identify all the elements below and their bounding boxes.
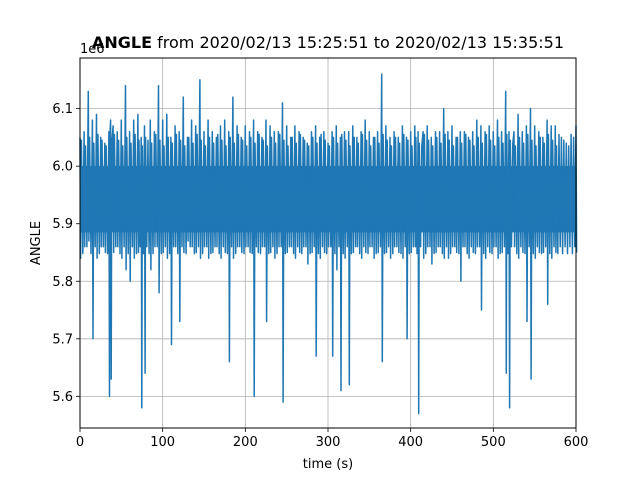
y-tick-label: 5.7 bbox=[52, 332, 73, 347]
offset-text: 1e6 bbox=[80, 42, 105, 57]
x-tick-label: 300 bbox=[316, 435, 341, 450]
chart-title-rest: from 2020/02/13 15:25:51 to 2020/02/13 1… bbox=[152, 33, 564, 52]
y-tick-label: 5.9 bbox=[52, 217, 73, 232]
chart-title: ANGLE from 2020/02/13 15:25:51 to 2020/0… bbox=[0, 33, 640, 52]
ticks: 0 100 200 300 400 500 600 5.6 5.7 5.8 5.9 6.0 6.1 bbox=[52, 102, 588, 450]
y-tick-label: 6.0 bbox=[52, 160, 73, 175]
series-group bbox=[79, 73, 578, 415]
x-tick-label: 500 bbox=[481, 435, 506, 450]
x-tick-label: 200 bbox=[233, 435, 258, 450]
x-tick-label: 400 bbox=[398, 435, 423, 450]
series-line bbox=[79, 73, 578, 415]
y-tick-label: 5.8 bbox=[52, 275, 73, 290]
y-axis-label: ANGLE bbox=[29, 221, 44, 265]
x-axis-label: time (s) bbox=[303, 457, 353, 472]
y-tick-label: 5.6 bbox=[52, 390, 73, 405]
y-tick-label: 6.1 bbox=[52, 102, 73, 117]
x-tick-label: 100 bbox=[150, 435, 175, 450]
x-tick-label: 600 bbox=[564, 435, 589, 450]
x-tick-label: 0 bbox=[76, 435, 84, 450]
chart-title-bold: ANGLE bbox=[92, 33, 153, 52]
